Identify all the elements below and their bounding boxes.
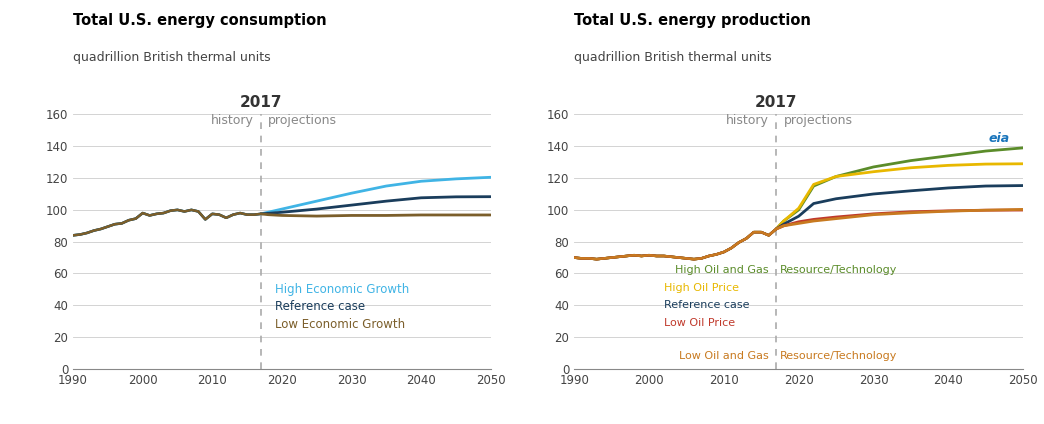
Text: Total U.S. energy production: Total U.S. energy production (574, 13, 811, 28)
Text: 2017: 2017 (240, 95, 282, 110)
Text: Low Oil Price: Low Oil Price (664, 318, 735, 328)
Text: 2017: 2017 (755, 95, 798, 110)
Text: eia: eia (989, 132, 1010, 145)
Text: Total U.S. energy consumption: Total U.S. energy consumption (73, 13, 327, 28)
Text: Low Economic Growth: Low Economic Growth (275, 318, 405, 331)
Text: Reference case: Reference case (664, 300, 750, 310)
Text: projections: projections (268, 114, 337, 127)
Text: history: history (211, 114, 254, 127)
Text: quadrillion British thermal units: quadrillion British thermal units (574, 51, 772, 64)
Text: High Oil Price: High Oil Price (664, 283, 739, 293)
Text: quadrillion British thermal units: quadrillion British thermal units (73, 51, 270, 64)
Text: High Economic Growth: High Economic Growth (275, 283, 409, 296)
Text: Reference case: Reference case (275, 300, 365, 313)
Text: projections: projections (784, 114, 853, 127)
Text: High Oil and Gas: High Oil and Gas (675, 265, 773, 275)
Text: history: history (726, 114, 768, 127)
Text: Resource/Technology: Resource/Technology (780, 265, 898, 275)
Text: Low Oil and Gas: Low Oil and Gas (680, 351, 773, 361)
Text: Resource/Technology: Resource/Technology (780, 351, 898, 361)
